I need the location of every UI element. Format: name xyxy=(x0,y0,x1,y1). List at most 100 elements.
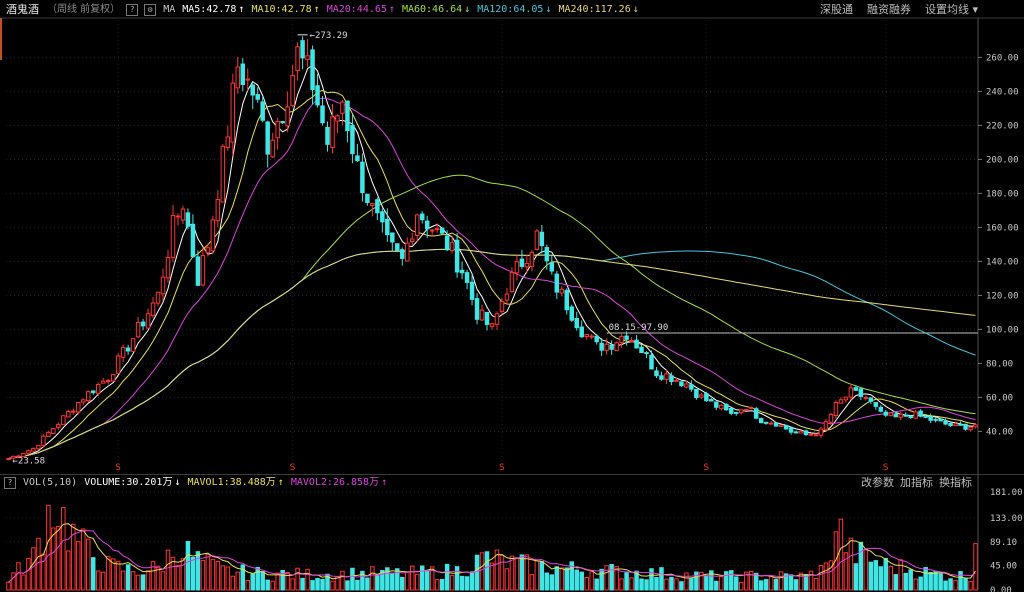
candle-body xyxy=(280,121,285,124)
candle-body xyxy=(888,412,894,417)
candle-body xyxy=(893,413,898,418)
volume-bar xyxy=(918,576,923,591)
vol-label: VOL(5,10) xyxy=(23,477,78,488)
candle-body xyxy=(689,384,694,390)
candle-body xyxy=(504,293,510,301)
volume-bar xyxy=(375,575,380,591)
candle-body xyxy=(534,230,540,250)
volume-bar xyxy=(604,565,609,591)
candle-body xyxy=(81,399,86,403)
ma-line-ma20 xyxy=(8,97,976,460)
volume-bar xyxy=(928,571,933,591)
candle-body xyxy=(768,422,774,425)
volume-bar xyxy=(325,573,330,591)
volume-bar xyxy=(444,563,450,591)
candle-body xyxy=(6,458,11,461)
candle-body xyxy=(464,272,470,283)
arrow-down-icon: ↓ xyxy=(545,4,552,15)
candle-body xyxy=(459,269,465,274)
volume-bar xyxy=(469,571,475,591)
volume-bar xyxy=(589,571,594,591)
price-tick-label: 80.00 xyxy=(986,359,1013,369)
candle-body xyxy=(549,262,555,272)
candle-body xyxy=(649,354,654,370)
candle-body xyxy=(115,355,121,374)
tool-add-indicator[interactable]: 加指标 xyxy=(900,476,933,489)
volume-bar xyxy=(36,537,41,591)
candle-body xyxy=(793,431,799,434)
volume-bar xyxy=(380,570,385,591)
volume-bar xyxy=(315,577,320,591)
ma-line-ma10 xyxy=(8,89,976,460)
candle-body xyxy=(414,214,420,236)
volume-bar xyxy=(584,576,589,591)
candle-body xyxy=(125,347,131,352)
candle-body xyxy=(674,379,679,382)
volume-bar xyxy=(454,566,460,591)
price-tick-label: 120.00 xyxy=(986,291,1019,301)
volume-bar xyxy=(923,567,928,591)
volume-bar xyxy=(768,575,774,591)
candle-body xyxy=(160,276,166,295)
volume-bar xyxy=(574,569,579,591)
volume-bar xyxy=(46,504,51,591)
volume-bar xyxy=(130,571,136,591)
volume-bar xyxy=(390,572,395,591)
candle-body xyxy=(11,455,16,459)
vol-legend-2: MAVOL2:26.858万 ↑ xyxy=(290,477,388,488)
volume-bar xyxy=(958,571,963,591)
tool-margin[interactable]: 融资融券 xyxy=(866,3,911,16)
volume-bar xyxy=(300,577,305,591)
volume-bar xyxy=(225,566,231,591)
volume-bar xyxy=(434,579,440,591)
volume-bar xyxy=(105,555,111,591)
arrow-up-icon: ↑ xyxy=(388,4,395,15)
candle-body xyxy=(61,415,66,425)
stock-name[interactable]: 酒鬼酒 xyxy=(6,3,39,16)
volume-bar xyxy=(165,549,171,591)
candle-body xyxy=(664,373,669,380)
candle-body xyxy=(265,121,270,155)
tool-set-ma[interactable]: 设置均线 ▾ xyxy=(924,3,978,16)
volume-bar xyxy=(185,540,191,591)
price-tick-label: 60.00 xyxy=(986,393,1013,403)
candle-body xyxy=(963,423,968,430)
volume-bar xyxy=(579,571,584,591)
help-icon[interactable]: ? xyxy=(126,4,139,16)
gear-icon[interactable]: ⚙ xyxy=(144,4,157,16)
candle-body xyxy=(230,82,236,143)
volume-bar xyxy=(240,564,246,591)
volume-bar xyxy=(200,560,206,591)
candle-body xyxy=(928,416,933,421)
volume-bar xyxy=(524,554,530,591)
price-tick-label: 240.00 xyxy=(986,87,1019,97)
candle-body xyxy=(584,334,589,338)
volume-bar xyxy=(813,578,819,591)
price-tick-label: 100.00 xyxy=(986,325,1019,335)
volume-bar xyxy=(963,577,968,591)
candle-body xyxy=(380,211,385,223)
vol-legend: VOLUME:30.201万 ↓ MAVOL1:38.488万 ↑ MAVOL2:26.… xyxy=(77,475,387,491)
tool-switch-indicator[interactable]: 换指标 xyxy=(939,476,972,489)
candle-body xyxy=(275,120,280,139)
volume-bar xyxy=(639,578,644,591)
price-tick-label: 140.00 xyxy=(986,257,1019,267)
candle-body xyxy=(36,444,41,450)
help-icon[interactable]: ? xyxy=(4,477,16,489)
candle-body xyxy=(424,220,430,230)
candle-body xyxy=(624,335,629,340)
volume-bar xyxy=(110,558,116,591)
volume-bar xyxy=(913,578,918,591)
candle-body xyxy=(56,423,61,429)
tool-edit-params[interactable]: 改参数 xyxy=(861,476,894,489)
tool-shengutong[interactable]: 深股通 xyxy=(819,3,853,16)
volume-bar xyxy=(340,570,345,591)
price-tick-label: 260.00 xyxy=(986,53,1019,63)
volume-bar xyxy=(689,578,694,591)
volume-bar xyxy=(479,552,485,591)
candle-body xyxy=(828,413,834,423)
candle-body xyxy=(130,338,136,352)
volume-bar xyxy=(56,525,61,591)
candle-body xyxy=(743,408,749,411)
